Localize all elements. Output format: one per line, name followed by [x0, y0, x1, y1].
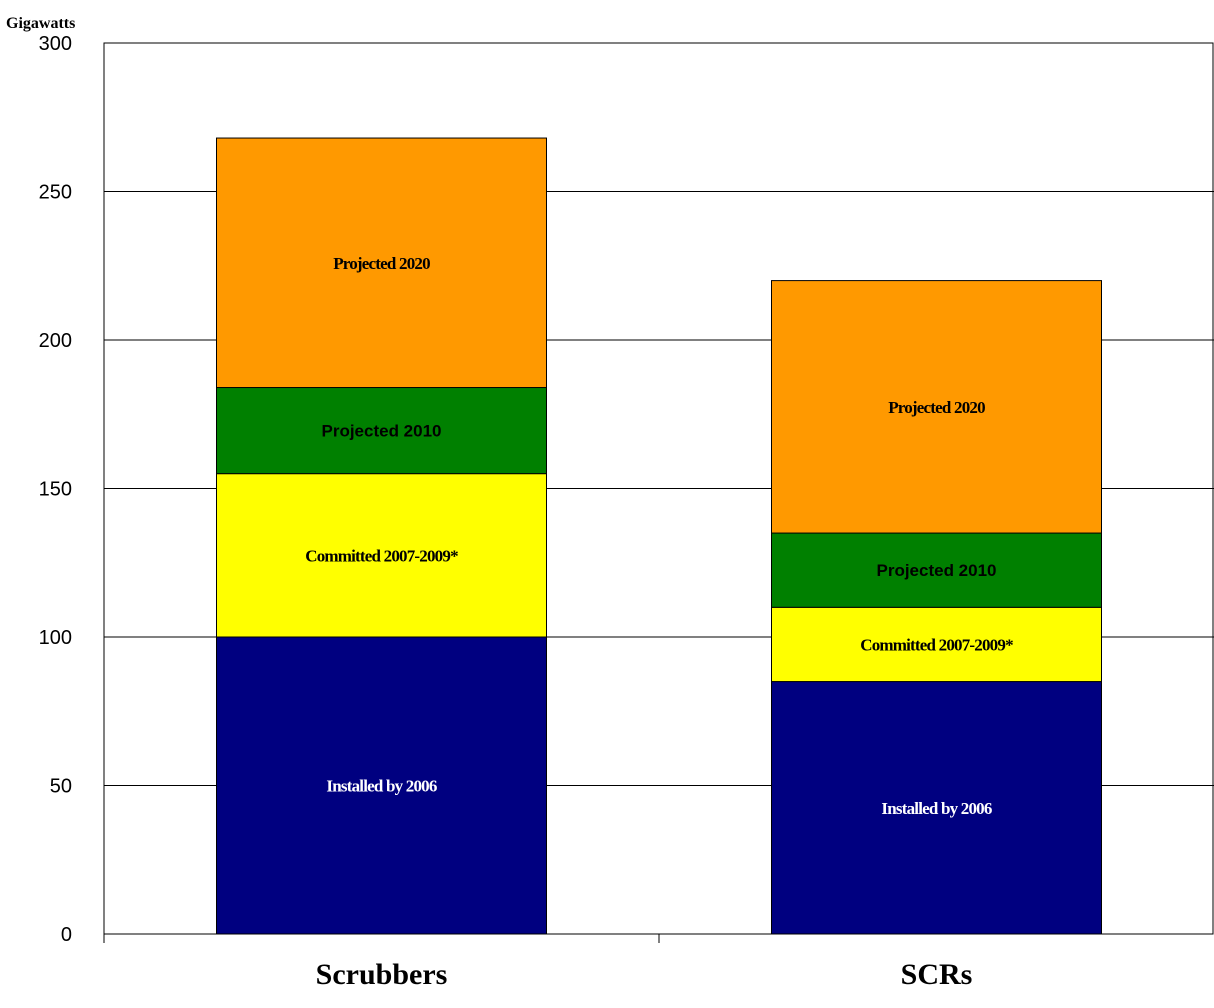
y-tick-label: 100 — [39, 627, 72, 649]
segment-label: Committed 2007-2009* — [860, 635, 1013, 654]
bar-segment — [216, 636, 547, 935]
y-tick-label: 200 — [39, 330, 72, 352]
bar-segment — [771, 280, 1102, 534]
x-category-label: SCRs — [901, 958, 973, 991]
bars: Installed by 2006 Committed 2007-2009* Pro… — [216, 137, 1102, 935]
bar-segment — [216, 137, 547, 389]
bar-segment — [771, 606, 1102, 683]
y-axis-label: Gigawatts — [6, 15, 75, 32]
y-tick-label: 150 — [39, 479, 72, 501]
y-tick-label: 50 — [50, 776, 72, 798]
y-tick-label: 300 — [39, 33, 72, 55]
segment-label: Projected 2010 — [321, 422, 441, 441]
bar-segment — [216, 473, 547, 638]
y-tick-label: 0 — [61, 924, 72, 946]
segment-label: Committed 2007-2009* — [305, 546, 458, 565]
bar-segment — [771, 681, 1102, 935]
y-tick-label: 250 — [39, 182, 72, 204]
segment-label: Installed by 2006 — [326, 777, 436, 796]
bar-segment — [771, 532, 1102, 608]
axes: 0 50 100 150 200 250 300 Scrubbers SCRs — [39, 33, 973, 991]
segment-label: Projected 2020 — [888, 398, 985, 417]
segment-label: Installed by 2006 — [881, 799, 991, 818]
x-category-label: Scrubbers — [316, 958, 448, 991]
segment-label: Projected 2020 — [333, 254, 430, 273]
segment-label: Projected 2010 — [876, 561, 996, 580]
bar-segment — [216, 387, 547, 475]
